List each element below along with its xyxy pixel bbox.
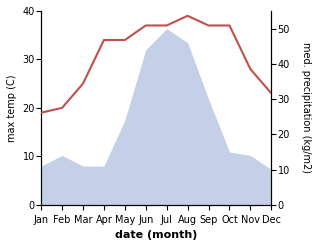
Y-axis label: max temp (C): max temp (C) [7, 74, 17, 142]
Y-axis label: med. precipitation (kg/m2): med. precipitation (kg/m2) [301, 42, 311, 173]
X-axis label: date (month): date (month) [115, 230, 197, 240]
